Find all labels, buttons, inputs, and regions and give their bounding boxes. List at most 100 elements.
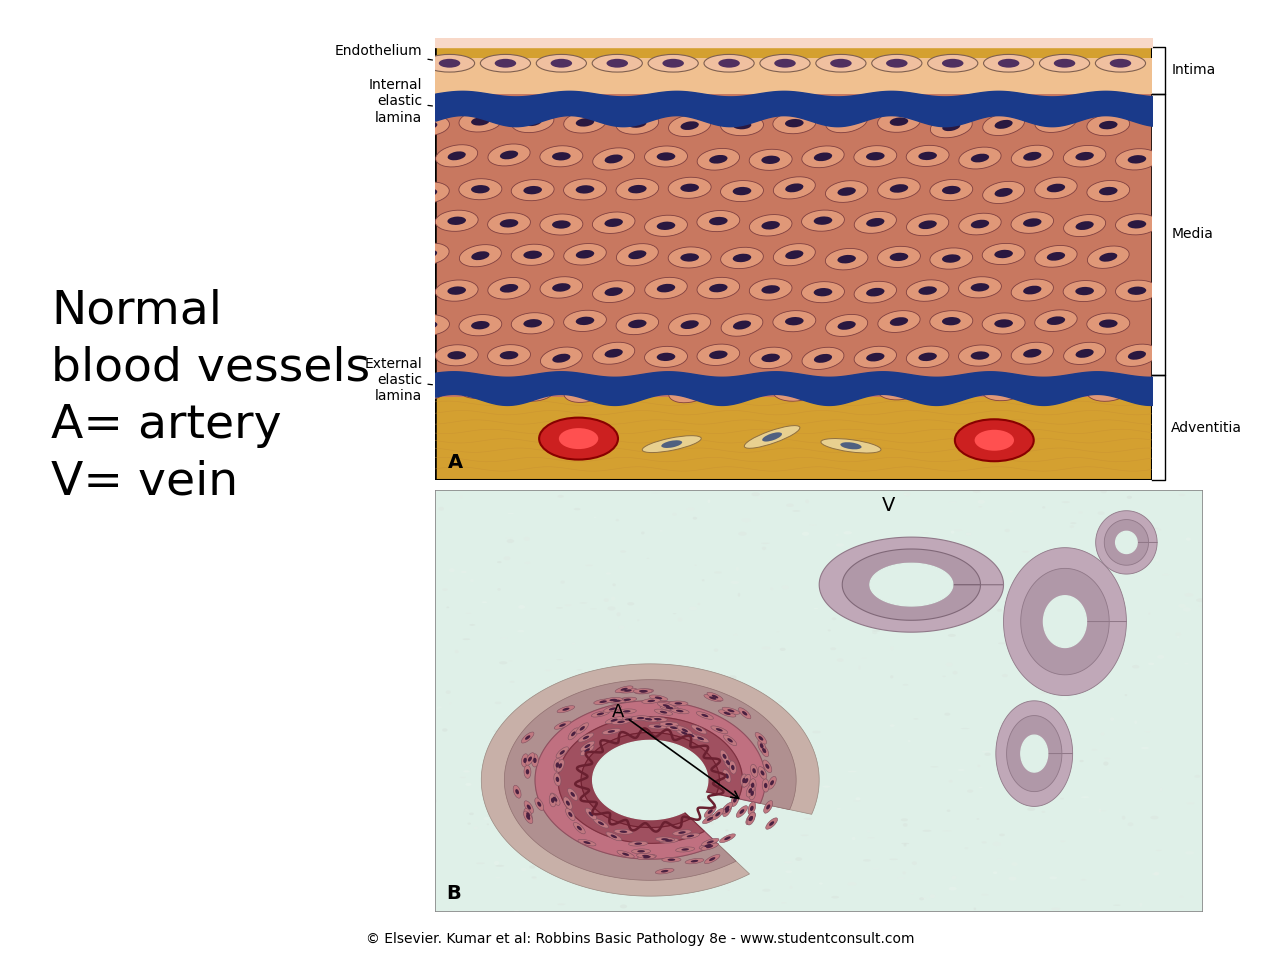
Ellipse shape [655,837,675,842]
Ellipse shape [713,804,717,808]
Ellipse shape [566,808,575,821]
Ellipse shape [1009,876,1016,880]
Ellipse shape [826,315,868,336]
Ellipse shape [1179,604,1185,608]
Ellipse shape [701,747,707,748]
Ellipse shape [854,347,896,368]
Ellipse shape [1064,145,1106,167]
Ellipse shape [1115,214,1158,235]
Ellipse shape [836,534,838,536]
Ellipse shape [1079,760,1084,762]
Ellipse shape [637,851,645,852]
Ellipse shape [664,725,684,731]
Ellipse shape [700,798,710,802]
Ellipse shape [698,736,704,740]
Ellipse shape [1050,612,1055,616]
Ellipse shape [436,708,440,709]
Ellipse shape [762,156,780,164]
Ellipse shape [790,752,799,756]
Ellipse shape [509,681,515,683]
Ellipse shape [1039,692,1047,694]
Ellipse shape [419,188,438,197]
Ellipse shape [704,854,719,864]
Ellipse shape [524,757,527,763]
Ellipse shape [1094,548,1097,550]
Ellipse shape [677,617,682,622]
Ellipse shape [1156,850,1162,852]
Ellipse shape [488,277,530,300]
Ellipse shape [929,248,973,269]
Ellipse shape [814,216,832,225]
Ellipse shape [1010,770,1019,774]
Ellipse shape [1047,117,1065,126]
Ellipse shape [620,717,639,722]
Ellipse shape [855,797,860,801]
Ellipse shape [919,898,924,900]
Ellipse shape [1097,512,1105,515]
Ellipse shape [668,115,710,136]
Ellipse shape [594,819,608,828]
Ellipse shape [762,748,767,753]
Ellipse shape [709,155,727,163]
Ellipse shape [617,612,621,616]
Ellipse shape [1009,511,1012,513]
Ellipse shape [616,377,658,399]
Ellipse shape [643,854,650,857]
Ellipse shape [419,121,438,130]
Ellipse shape [636,853,655,858]
Ellipse shape [1000,722,1004,725]
Ellipse shape [1116,149,1158,170]
Ellipse shape [942,186,960,194]
Ellipse shape [561,832,563,835]
Ellipse shape [974,907,977,910]
Ellipse shape [662,838,669,841]
Ellipse shape [696,728,703,732]
Ellipse shape [940,553,947,556]
Ellipse shape [854,801,860,802]
Ellipse shape [593,280,635,302]
Ellipse shape [1087,114,1130,135]
Ellipse shape [847,882,856,885]
Ellipse shape [470,624,475,626]
Ellipse shape [1033,675,1041,678]
Ellipse shape [557,903,566,905]
Ellipse shape [741,518,750,522]
Ellipse shape [732,187,751,195]
Ellipse shape [526,769,529,775]
Ellipse shape [724,805,730,810]
Ellipse shape [762,353,780,362]
Ellipse shape [550,59,572,67]
Polygon shape [996,701,1073,806]
Ellipse shape [819,882,823,884]
Ellipse shape [823,785,831,787]
Ellipse shape [1009,709,1015,714]
Ellipse shape [668,247,712,268]
Ellipse shape [525,735,530,740]
Ellipse shape [721,376,763,397]
Ellipse shape [886,59,908,67]
Ellipse shape [671,708,689,714]
Ellipse shape [708,499,710,503]
Ellipse shape [704,806,717,817]
Ellipse shape [762,779,769,792]
Ellipse shape [902,872,906,875]
Ellipse shape [488,213,530,234]
Ellipse shape [617,851,635,858]
Ellipse shape [965,533,972,536]
Ellipse shape [1053,59,1075,67]
Ellipse shape [969,910,974,914]
Ellipse shape [1034,178,1078,199]
Ellipse shape [678,831,686,834]
Ellipse shape [771,780,774,785]
Ellipse shape [997,609,1002,612]
Ellipse shape [616,519,620,521]
Ellipse shape [948,780,952,782]
Ellipse shape [499,764,506,766]
Ellipse shape [640,726,645,727]
Ellipse shape [623,710,631,712]
Ellipse shape [785,251,804,259]
Ellipse shape [663,59,684,67]
Ellipse shape [1100,121,1117,130]
Ellipse shape [904,603,905,607]
Ellipse shape [513,785,521,798]
